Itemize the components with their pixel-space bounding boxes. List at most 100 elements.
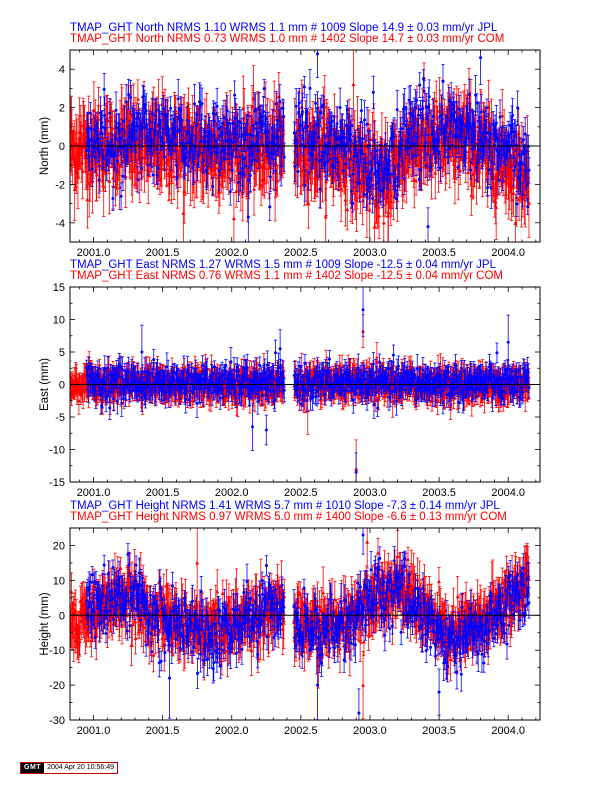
data-point-jpl bbox=[194, 124, 198, 128]
data-point-com bbox=[171, 174, 176, 179]
data-point-com bbox=[135, 96, 140, 101]
data-point-jpl bbox=[115, 159, 119, 163]
data-point-jpl bbox=[251, 134, 255, 138]
data-point-com bbox=[181, 211, 186, 215]
data-point-jpl bbox=[212, 119, 216, 123]
data-point-jpl bbox=[208, 130, 212, 134]
data-point-jpl bbox=[188, 151, 192, 155]
data-point-com bbox=[142, 155, 147, 160]
data-point-jpl bbox=[170, 127, 174, 131]
data-point-com bbox=[101, 184, 106, 189]
data-point-com bbox=[414, 178, 419, 183]
data-point-jpl bbox=[256, 141, 260, 145]
data-point-jpl bbox=[209, 153, 213, 157]
data-point-jpl bbox=[148, 120, 152, 124]
data-point-jpl bbox=[162, 107, 166, 111]
data-point-jpl bbox=[96, 133, 100, 137]
data-point-jpl bbox=[114, 108, 118, 112]
data-point-jpl bbox=[194, 138, 198, 142]
data-point-jpl bbox=[97, 178, 101, 182]
data-point-jpl bbox=[108, 111, 112, 115]
data-point-jpl bbox=[262, 87, 266, 91]
data-point-jpl bbox=[134, 150, 138, 154]
data-point-jpl bbox=[140, 126, 144, 130]
data-point-com bbox=[117, 185, 122, 190]
data-point-jpl bbox=[162, 155, 166, 159]
data-point-jpl bbox=[197, 153, 201, 157]
data-point-jpl bbox=[90, 167, 94, 171]
data-point-jpl bbox=[235, 147, 239, 151]
data-point-jpl bbox=[243, 130, 247, 134]
data-point-com bbox=[231, 216, 236, 221]
data-point-jpl bbox=[150, 152, 154, 156]
data-point-jpl bbox=[149, 138, 153, 142]
data-point-jpl bbox=[103, 126, 107, 130]
data-point-com bbox=[338, 176, 343, 181]
data-point-jpl bbox=[225, 118, 229, 122]
data-point-jpl bbox=[234, 140, 238, 144]
data-point-jpl bbox=[198, 100, 202, 104]
data-point-jpl bbox=[94, 124, 98, 128]
data-point-jpl bbox=[230, 168, 234, 172]
data-point-jpl bbox=[204, 140, 208, 144]
data-point-jpl bbox=[129, 95, 133, 99]
data-point-jpl bbox=[242, 157, 246, 161]
data-point-com bbox=[78, 134, 83, 139]
data-point-jpl bbox=[86, 129, 90, 133]
data-point-jpl bbox=[113, 151, 117, 155]
data-point-jpl bbox=[214, 150, 218, 154]
data-point-com bbox=[470, 171, 475, 176]
data-point-jpl bbox=[229, 139, 233, 143]
data-point-com bbox=[113, 184, 118, 189]
data-point-jpl bbox=[213, 138, 217, 142]
data-point-jpl bbox=[248, 174, 252, 178]
data-point-jpl bbox=[101, 125, 105, 129]
data-point-com bbox=[377, 213, 382, 218]
data-point-jpl bbox=[210, 150, 214, 154]
data-point-jpl bbox=[88, 138, 92, 142]
data-point-jpl bbox=[191, 166, 195, 170]
data-point-com bbox=[119, 163, 124, 168]
data-point-jpl bbox=[155, 173, 159, 177]
data-point-com bbox=[250, 104, 255, 109]
data-point-jpl bbox=[201, 140, 205, 144]
data-point-com bbox=[323, 214, 328, 219]
data-point-jpl bbox=[150, 112, 154, 116]
data-point-jpl bbox=[246, 178, 250, 182]
data-point-com bbox=[122, 127, 127, 132]
data-point-jpl bbox=[202, 158, 206, 162]
data-point-jpl bbox=[127, 93, 131, 97]
data-point-com bbox=[167, 180, 172, 185]
data-point-jpl bbox=[251, 142, 255, 146]
data-point-jpl bbox=[124, 100, 128, 104]
data-point-jpl bbox=[219, 125, 223, 129]
data-point-jpl bbox=[231, 122, 235, 126]
data-point-jpl bbox=[154, 114, 158, 118]
data-point-jpl bbox=[171, 140, 175, 144]
data-point-com bbox=[213, 172, 218, 176]
data-point-jpl bbox=[144, 103, 148, 107]
data-point-com bbox=[343, 197, 348, 202]
data-point-jpl bbox=[218, 162, 222, 166]
data-point-com bbox=[94, 172, 99, 177]
data-point-jpl bbox=[241, 173, 245, 177]
data-point-jpl bbox=[139, 123, 143, 127]
data-point-com bbox=[363, 145, 368, 150]
data-point-jpl bbox=[193, 102, 197, 106]
data-point-com bbox=[494, 205, 499, 209]
data-point-com bbox=[376, 204, 381, 209]
data-point-jpl bbox=[216, 146, 220, 150]
data-point-jpl bbox=[139, 128, 143, 132]
data-point-jpl bbox=[121, 174, 125, 178]
data-point-com bbox=[493, 199, 498, 204]
data-point-jpl bbox=[140, 166, 144, 170]
data-point-com bbox=[428, 133, 433, 138]
data-point-com bbox=[79, 130, 84, 135]
data-point-jpl bbox=[190, 133, 194, 137]
data-point-jpl bbox=[240, 166, 244, 170]
data-point-jpl bbox=[122, 146, 126, 150]
data-point-jpl bbox=[112, 165, 116, 169]
data-point-com bbox=[176, 160, 181, 165]
data-layer bbox=[70, 50, 531, 242]
